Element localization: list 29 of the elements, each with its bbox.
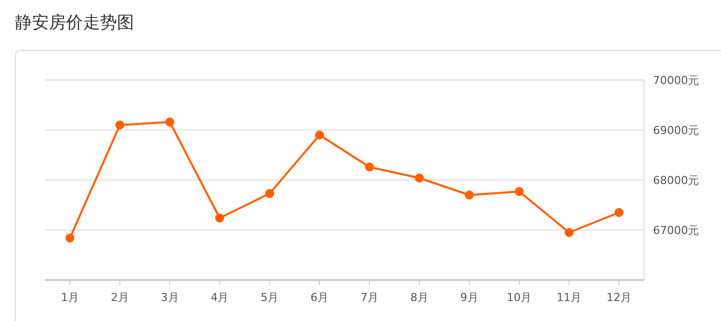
point	[215, 214, 224, 222]
x-tick-label: 12月	[606, 291, 632, 304]
x-tick-label: 8月	[410, 291, 428, 304]
y-tick-label: 67000元	[653, 224, 699, 237]
point	[165, 118, 174, 126]
point	[315, 130, 324, 140]
x-tick-label: 4月	[210, 291, 229, 304]
x-tick-label: 5月	[260, 291, 279, 304]
y-tick-label: 68000元	[653, 174, 699, 187]
x-tick-label: 3月	[160, 291, 179, 304]
point	[514, 187, 524, 196]
y-tick-label: 69000元	[653, 124, 699, 137]
point	[564, 228, 574, 237]
point	[65, 234, 74, 242]
x-tick-label: 7月	[360, 291, 378, 304]
point	[115, 120, 124, 130]
point	[464, 190, 474, 200]
point	[414, 174, 424, 182]
x-tick-label: 11月	[556, 291, 582, 304]
x-tick-label: 2月	[110, 291, 129, 304]
x-tick-label: 6月	[310, 291, 329, 304]
chart-title: 静安房价走势图	[15, 13, 134, 33]
y-tick-label: 70000元	[653, 74, 699, 87]
x-tick-label: 1月	[60, 291, 79, 304]
point	[614, 208, 624, 217]
x-tick-label: 10月	[506, 291, 532, 304]
point	[265, 189, 274, 198]
x-tick-label: 9月	[460, 291, 478, 304]
point	[364, 162, 374, 172]
